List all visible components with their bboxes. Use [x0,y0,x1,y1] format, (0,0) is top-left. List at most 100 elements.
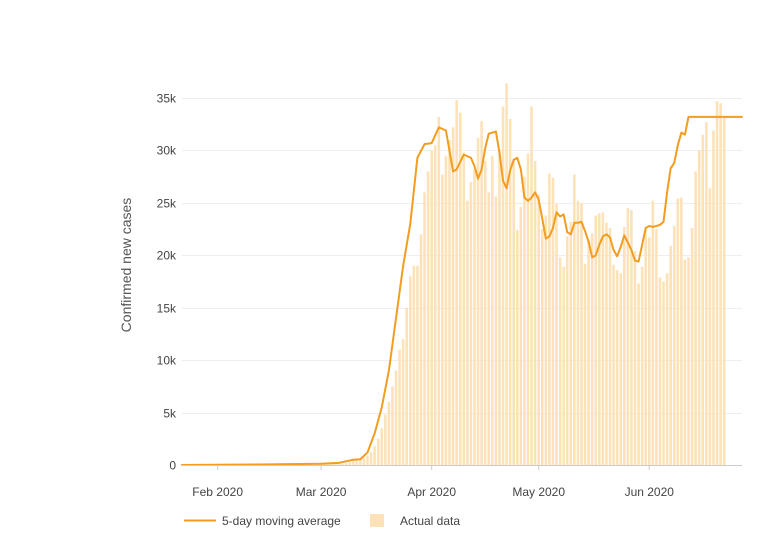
x-tick-labels: Feb 2020 Mar 2020 Apr 2020 May 2020 Jun 2020 [192,465,674,499]
actual-data-bar [394,370,398,465]
y-tick-labels: 0 5k 10k 15k 20k 25k 30k 35k [157,92,177,473]
x-tick-label: Mar 2020 [296,485,347,499]
actual-data-bar [598,213,601,465]
actual-data-bar [384,414,387,465]
y-tick-label: 5k [163,407,177,421]
actual-data-bar [483,160,487,465]
actual-data-bar [580,202,583,466]
actual-data-bar [533,160,537,465]
y-tick-label: 0 [169,459,176,473]
actual-data-bar [501,106,505,465]
actual-data-bar [426,171,430,465]
actual-data-bar [623,226,626,465]
moving-average-line [181,115,743,466]
actual-data-bar [705,122,708,466]
x-tick-label: May 2020 [512,485,565,499]
y-tick-label: 30k [157,144,177,158]
legend-bar-swatch [370,514,384,527]
actual-data-bar [419,234,423,465]
actual-data-bar [665,273,669,465]
actual-data-bar [640,266,644,465]
x-tick-label: Feb 2020 [192,485,243,499]
actual-data-bar [573,174,576,466]
actual-data-bar [334,463,337,465]
actual-data-bar [487,192,491,465]
actual-data-bar [444,155,448,466]
actual-data-bar [601,212,605,465]
actual-data-bar [519,207,523,466]
actual-data-bar [376,438,380,465]
actual-data-bar [587,240,590,465]
actual-data-bar [569,221,573,465]
actual-data-bar [655,229,658,465]
actual-data-bar [508,118,512,465]
actual-data-bar [683,259,687,465]
actual-data-bar [473,169,476,466]
actual-data-bar [669,245,672,465]
actual-data-bar [694,171,697,465]
actual-data-bar [476,137,480,465]
actual-data-bar [491,155,494,466]
actual-data-bar [562,266,565,465]
actual-data-bar [619,273,623,465]
actual-data-bar [341,463,344,465]
actual-data-bar [612,264,615,465]
actual-data-bar [548,173,551,465]
actual-data-bar [437,116,441,466]
actual-data-bar [344,462,348,465]
actual-data-bar [448,139,451,465]
actual-data-bar [544,215,548,465]
actual-data-bar [469,181,473,465]
y-tick-label: 25k [157,197,177,211]
actual-data-bar [558,257,562,465]
actual-data-bar [590,233,594,465]
actual-data-bar [722,116,726,466]
actual-data-bar [498,149,501,465]
actual-data-bar [565,236,569,465]
y-tick-label: 10k [157,354,177,368]
actual-data-bar [405,307,408,465]
actual-data-bar [412,265,416,465]
actual-data-bar [540,229,544,465]
actual-data-bar [658,277,662,465]
y-axis-title: Confirmed new cases [118,198,134,333]
actual-data-bar [715,101,719,466]
actual-data-bar [433,145,437,465]
actual-data-bar [355,459,359,465]
actual-data-bar [423,192,426,465]
actual-data-bar [366,455,369,465]
actual-data-bar [712,130,715,465]
legend-label-actual-data: Actual data [400,514,460,528]
actual-data-bar [626,208,630,465]
actual-data-bar [441,174,444,466]
actual-data-bar [719,103,722,466]
actual-data-bar [647,237,651,465]
actual-data-bar [462,152,466,465]
actual-data-bar [505,83,508,465]
actual-data-bar [651,200,655,465]
actual-data-bar [380,428,384,465]
actual-data-bar [551,177,555,465]
legend: 5-day moving average Actual data [184,514,460,528]
actual-data-bar [605,222,608,465]
y-tick-label: 35k [157,92,177,106]
actual-data-bar [680,197,683,466]
actual-data-bars [216,83,726,466]
actual-data-bar [458,112,462,466]
actual-data-bar [512,158,516,465]
actual-data-bar [494,196,498,465]
actual-data-bar [676,198,680,465]
actual-data-bar [644,229,647,465]
actual-data-bar [662,281,665,465]
actual-data-bar [387,402,391,465]
x-tick-label: Apr 2020 [407,485,456,499]
actual-data-bar [451,127,455,466]
actual-data-bar [369,452,373,465]
actual-data-bar [516,230,519,465]
actual-data-bar [594,215,598,465]
actual-data-bar [373,446,376,465]
legend-item-actual-data[interactable]: Actual data [370,514,460,528]
legend-item-moving-average[interactable]: 5-day moving average [184,514,341,528]
actual-data-bar [330,464,334,465]
